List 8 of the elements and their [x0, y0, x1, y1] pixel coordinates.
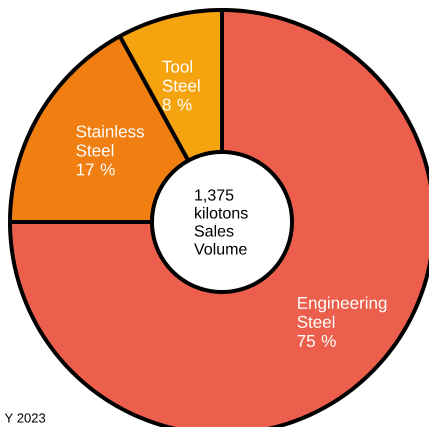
slice-label: Engineering Steel	[297, 296, 386, 328]
text: Y 2023	[4, 413, 46, 423]
text: 1,375 kilotons Sales Volume	[194, 189, 248, 255]
data-label: 8 %	[162, 98, 192, 111]
slice-label: Tool Steel	[162, 60, 200, 92]
slice-label: Stainless Steel	[76, 125, 144, 156]
data-label: 17 %	[76, 164, 115, 176]
data-label: 75 %	[298, 334, 336, 347]
